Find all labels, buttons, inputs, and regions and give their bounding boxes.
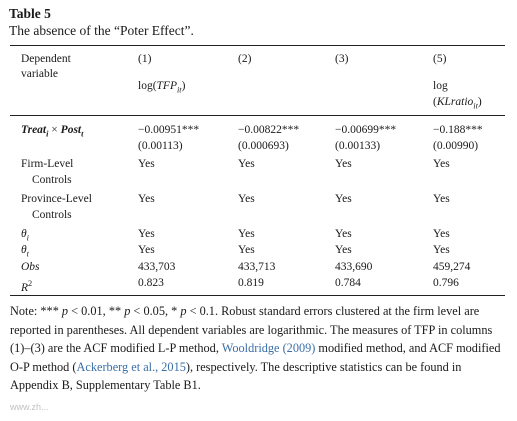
r2-3: 0.784 [335,277,361,289]
treat-coef-2: −0.00822*** [238,124,300,136]
row-label-firm-controls-line2: Controls [32,174,72,186]
header-rule [10,115,505,116]
treat-se-1: (0.00113) [138,140,183,152]
header-log-kl-line1: log [433,80,448,92]
treat-coef-3: −0.00699*** [335,124,397,136]
row-label-province-controls-line2: Controls [32,209,72,221]
header-col-1: (1) [138,53,152,65]
header-dependent-line2: variable [21,68,59,80]
obs-2: 433,713 [238,261,276,273]
row-label-r2: R2 [21,279,33,294]
firm-controls-3: Yes [335,158,352,170]
theta-t-3: Yes [335,244,352,256]
row-label-obs: Obs [21,261,40,273]
bottom-rule [10,295,505,296]
header-col-2: (2) [238,53,252,65]
province-controls-3: Yes [335,193,352,205]
top-rule [10,45,505,46]
citation-link-wooldridge[interactable]: Wooldridge (2009) [221,341,316,355]
header-col-3: (3) [335,53,349,65]
province-controls-2: Yes [238,193,255,205]
theta-t-1: Yes [138,244,155,256]
r2-5: 0.796 [433,277,459,289]
province-controls-5: Yes [433,193,450,205]
treat-coef-1: −0.00951*** [138,124,200,136]
table-caption: Table 5 The absence of the “Poter Effect… [9,5,194,39]
theta-t-5: Yes [433,244,450,256]
row-label-treat-post: Treati × Postt [21,124,84,139]
header-log-tfp: log(TFPit) [138,80,186,95]
theta-t-2: Yes [238,244,255,256]
theta-i-3: Yes [335,228,352,240]
row-label-theta-i: θi [21,228,29,243]
table-title: The absence of the “Poter Effect”. [9,23,194,38]
treat-se-3: (0.00133) [335,140,381,152]
theta-i-2: Yes [238,228,255,240]
row-label-firm-controls-line1: Firm-Level [21,158,74,170]
citation-link-ackerberg[interactable]: Ackerberg et al., 2015 [76,359,186,374]
obs-3: 433,690 [335,261,373,273]
r2-1: 0.823 [138,277,164,289]
table-note: Note: *** p < 0.01, ** p < 0.05, * p < 0… [10,304,501,392]
header-dependent-line1: Dependent [21,53,71,65]
province-controls-1: Yes [138,193,155,205]
watermark: www.zh... [10,402,49,412]
table-label: Table 5 [9,6,51,21]
treat-se-2: (0.000693) [238,140,289,152]
firm-controls-1: Yes [138,158,155,170]
treat-se-5: (0.00990) [433,140,479,152]
treat-coef-5: −0.188*** [433,124,483,136]
theta-i-1: Yes [138,228,155,240]
obs-5: 459,274 [433,261,471,273]
theta-i-5: Yes [433,228,450,240]
r2-2: 0.819 [238,277,264,289]
header-log-kl-line2: (KLratioit) [433,96,482,111]
firm-controls-5: Yes [433,158,450,170]
obs-1: 433,703 [138,261,176,273]
row-label-theta-t: θt [21,244,29,259]
row-label-province-controls-line1: Province-Level [21,193,92,205]
header-col-5: (5) [433,53,447,65]
firm-controls-2: Yes [238,158,255,170]
